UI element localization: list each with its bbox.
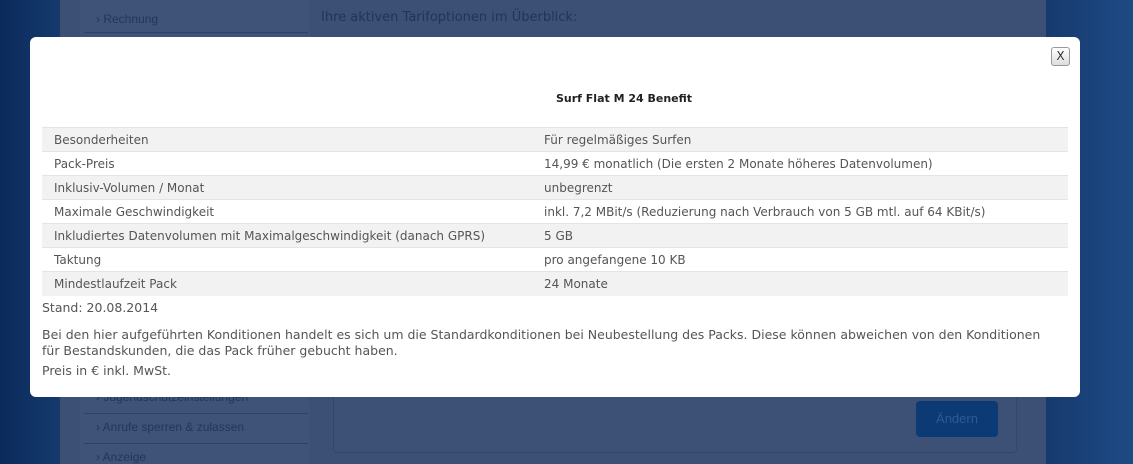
tariff-modal: X Surf Flat M 24 Benefit Besonderheiten F…: [30, 37, 1080, 397]
row-label: Maximale Geschwindigkeit: [42, 199, 542, 224]
sidebar-item-rechnung[interactable]: › Rechnung: [84, 12, 308, 33]
table-row: Maximale Geschwindigkeit inkl. 7,2 MBit/s…: [42, 199, 1068, 224]
table-row: Besonderheiten Für regelmäßiges Surfen: [42, 127, 1068, 152]
sidebar-item-anrufe[interactable]: › Anrufe sperren & zulassen: [84, 420, 308, 444]
tariff-table: Besonderheiten Für regelmäßiges Surfen Pa…: [42, 127, 1068, 296]
table-row: Taktung pro angefangene 10 KB: [42, 247, 1068, 272]
sidebar-label: Anzeige: [102, 450, 147, 464]
stand-date: Stand: 20.08.2014: [42, 300, 159, 315]
row-label: Inkludiertes Datenvolumen mit Maximalges…: [42, 223, 542, 248]
row-value: Für regelmäßiges Surfen: [542, 127, 1068, 152]
row-label: Besonderheiten: [42, 127, 542, 152]
row-value: 5 GB: [542, 223, 1068, 248]
row-value: pro angefangene 10 KB: [542, 247, 1068, 272]
table-row: Inklusiv-Volumen / Monat unbegrenzt: [42, 175, 1068, 200]
row-label: Inklusiv-Volumen / Monat: [42, 175, 542, 200]
sidebar-item-anzeige[interactable]: › Anzeige: [96, 450, 147, 464]
table-row: Mindestlaufzeit Pack 24 Monate: [42, 271, 1068, 296]
change-button[interactable]: Ändern: [916, 401, 998, 437]
row-value: 14,99 € monatlich (Die ersten 2 Monate h…: [542, 151, 1068, 176]
row-label: Mindestlaufzeit Pack: [42, 271, 542, 296]
table-row: Pack-Preis 14,99 € monatlich (Die ersten …: [42, 151, 1068, 176]
row-value: inkl. 7,2 MBit/s (Reduzierung nach Verbr…: [542, 199, 1068, 224]
sidebar-label: Rechnung: [103, 12, 159, 26]
row-label: Pack-Preis: [42, 151, 542, 176]
conditions-note: Bei den hier aufgeführten Konditionen ha…: [42, 327, 1041, 358]
price-note: Preis in € inkl. MwSt.: [42, 363, 171, 378]
pack-title: Surf Flat M 24 Benefit: [556, 92, 693, 105]
close-button[interactable]: X: [1051, 47, 1070, 66]
row-label: Taktung: [42, 247, 542, 272]
row-value: 24 Monate: [542, 271, 1068, 296]
sidebar-label: Anrufe sperren & zulassen: [102, 420, 245, 434]
intro-text: Ihre aktiven Tarifoptionen im Überblick:: [321, 10, 578, 25]
table-row: Inkludiertes Datenvolumen mit Maximalges…: [42, 223, 1068, 248]
row-value: unbegrenzt: [542, 175, 1068, 200]
